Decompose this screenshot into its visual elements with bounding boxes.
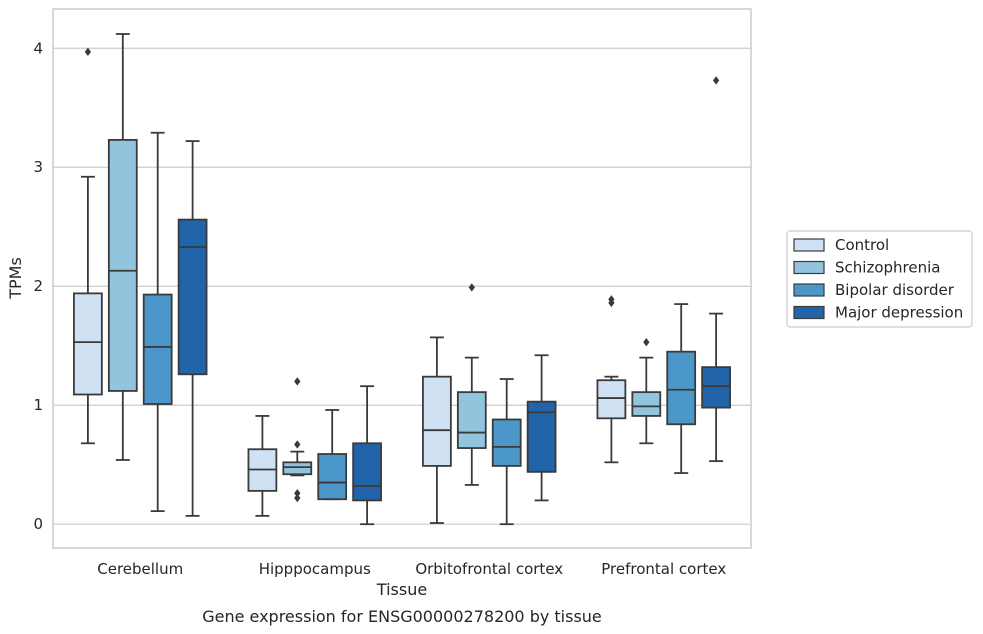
- box-control-prefrontal-cortex: [596, 295, 627, 464]
- box-bipolar-disorder-hipppocampus: [317, 409, 348, 501]
- box-control-cerebellum: [73, 47, 103, 445]
- box-major-depression-prefrontal-cortex: [701, 76, 731, 463]
- iqr-box: [142, 293, 173, 405]
- legend-box: [786, 230, 973, 328]
- plot-frame-rect: [52, 8, 752, 549]
- box-bipolar-disorder-cerebellum: [142, 131, 173, 513]
- x-tick-label: Prefrontal cortex: [601, 560, 726, 578]
- y-tick-label: 3: [33, 158, 43, 176]
- iqr-box: [352, 442, 382, 502]
- box-control-orbitofrontal-cortex: [422, 336, 452, 524]
- outlier-point: [84, 47, 92, 57]
- iqr-box: [701, 366, 731, 409]
- box-schizophrenia-prefrontal-cortex: [631, 337, 662, 445]
- box-marks: [73, 33, 731, 526]
- box-major-depression-hipppocampus: [352, 385, 382, 526]
- legend-swatch: [793, 305, 825, 320]
- iqr-box: [666, 350, 697, 426]
- y-axis-label: TPMs: [6, 257, 25, 300]
- legend: Control Schizophrenia Bipolar disorder Majo…: [786, 230, 973, 328]
- y-tick-label: 0: [33, 515, 43, 533]
- box-bipolar-disorder-orbitofrontal-cortex: [491, 378, 522, 526]
- outlier-point: [294, 440, 301, 449]
- box-schizophrenia-hipppocampus: [282, 377, 313, 503]
- legend-swatch: [793, 260, 825, 275]
- iqr-box: [596, 379, 627, 420]
- x-axis-label: Tissue: [376, 580, 427, 599]
- x-tick-label: Cerebellum: [97, 560, 183, 578]
- iqr-box: [282, 461, 313, 476]
- iqr-box: [317, 453, 348, 501]
- legend-label: Bipolar disorder: [835, 281, 955, 299]
- legend-swatch: [793, 238, 825, 252]
- iqr-box: [491, 418, 522, 467]
- iqr-box: [422, 375, 452, 467]
- box-bipolar-disorder-prefrontal-cortex: [666, 303, 697, 474]
- y-tick-labels: 0 1 2 3 4: [33, 39, 43, 533]
- outlier-point: [294, 489, 301, 498]
- iqr-box: [177, 218, 208, 376]
- box-control-hipppocampus: [247, 415, 278, 517]
- iqr-box: [631, 391, 662, 417]
- x-tick-labels: Cerebellum Hipppocampus Orbitofrontal cort…: [97, 560, 726, 578]
- legend-swatch: [793, 283, 825, 297]
- iqr-box: [456, 391, 487, 449]
- chart-caption: Gene expression for ENSG00000278200 by t…: [202, 607, 602, 626]
- outlier-point: [294, 493, 301, 503]
- iqr-box: [107, 138, 138, 392]
- box-major-depression-orbitofrontal-cortex: [526, 354, 557, 502]
- outlier-point: [712, 76, 720, 85]
- legend-label: Schizophrenia: [835, 259, 940, 277]
- legend-label: Major depression: [835, 304, 963, 322]
- iqr-box: [73, 292, 103, 396]
- y-tick-label: 2: [33, 277, 43, 295]
- y-tick-label: 1: [33, 396, 43, 414]
- box-major-depression-cerebellum: [177, 140, 208, 517]
- x-tick-label: Hipppocampus: [259, 560, 371, 578]
- box-schizophrenia-orbitofrontal-cortex: [456, 283, 487, 486]
- outlier-point: [468, 283, 475, 292]
- x-tick-label: Orbitofrontal cortex: [415, 560, 563, 578]
- outlier-point: [294, 377, 301, 386]
- outlier-point: [643, 337, 650, 347]
- legend-label: Control: [835, 236, 889, 254]
- plot-frame: [52, 8, 752, 549]
- y-tick-label: 4: [33, 39, 43, 57]
- outlier-point: [608, 295, 615, 304]
- box-schizophrenia-cerebellum: [107, 33, 138, 461]
- iqr-box: [526, 400, 557, 473]
